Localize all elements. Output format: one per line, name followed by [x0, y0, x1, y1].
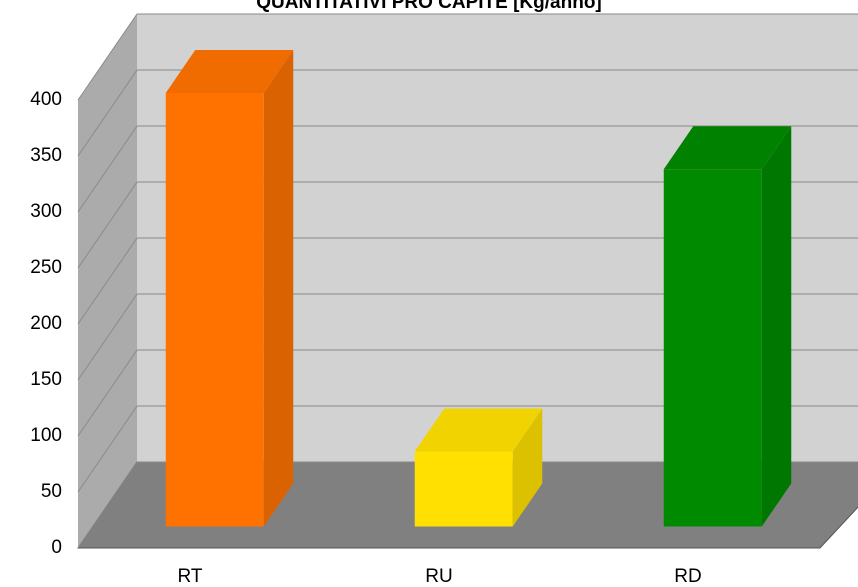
grid-line — [77, 461, 138, 549]
bar-side — [512, 408, 543, 527]
bar-top — [165, 50, 294, 94]
y-tick-label: 400 — [30, 89, 62, 110]
bar-side — [263, 50, 294, 527]
y-tick-label: 350 — [30, 145, 62, 166]
x-tick-label: RT — [178, 566, 203, 587]
x-tick-label: RU — [425, 566, 452, 587]
bar-top — [414, 408, 543, 452]
y-tick-label: 150 — [30, 369, 62, 390]
y-tick-label: 200 — [30, 313, 62, 334]
grid-line — [77, 293, 138, 381]
bar-side — [761, 126, 792, 527]
grid-line — [77, 405, 138, 493]
y-tick-label: 300 — [30, 201, 62, 222]
grid-line — [77, 181, 138, 269]
y-tick-label: 50 — [41, 481, 62, 502]
grid-line — [77, 125, 138, 213]
grid-line — [77, 237, 138, 325]
y-tick-label: 0 — [51, 537, 62, 558]
grid-line — [77, 349, 138, 437]
y-tick-label: 100 — [30, 425, 62, 446]
bar — [663, 169, 762, 527]
y-tick-label: 250 — [30, 257, 62, 278]
bar — [414, 451, 513, 527]
chart-title: QUANTITATIVI PRO CAPITE [Kg/anno] — [256, 0, 602, 13]
grid-line — [77, 13, 138, 101]
bar — [165, 93, 264, 527]
bar-top — [663, 126, 792, 170]
grid-line — [77, 69, 138, 157]
x-tick-label: RD — [674, 566, 701, 587]
